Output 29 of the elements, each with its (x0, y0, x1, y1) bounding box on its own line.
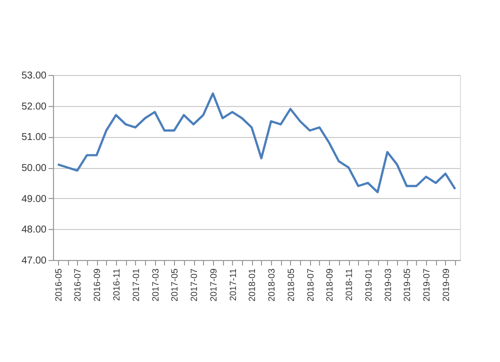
y-tick-label: 51.00 (21, 132, 47, 144)
y-tick-label: 48.00 (21, 224, 47, 236)
x-tick-label: 2018-07 (305, 268, 316, 302)
x-tick-label: 2019-07 (422, 268, 432, 302)
x-tick-label: 2019-01 (363, 268, 374, 302)
x-tick-label: 2017-07 (189, 268, 200, 302)
x-tick-label: 2019-09 (440, 268, 451, 302)
x-tick-label: 2018-05 (286, 268, 296, 302)
x-tick-label: 2019-03 (382, 268, 393, 302)
x-tick-label: 2016-07 (72, 268, 83, 302)
y-tick-label: 53.00 (21, 70, 47, 82)
x-tick-label: 2018-09 (324, 268, 335, 302)
x-tick-label: 2017-05 (170, 268, 180, 302)
line-series (56, 92, 456, 194)
x-tick-label: 2017-03 (150, 268, 160, 302)
x-tick-label: 2017-01 (130, 268, 141, 302)
x-tick-label: 2016-11 (111, 268, 122, 301)
y-tick-label: 47.00 (21, 256, 47, 266)
x-tick-label: 2016-09 (92, 268, 102, 302)
x-tick-label: 2016-05 (53, 268, 64, 302)
x-tick-label: 2017-09 (208, 268, 218, 302)
x-tick-label: 2018-11 (344, 268, 354, 301)
y-tick-label: 52.00 (21, 101, 47, 112)
x-tick-label: 2018-03 (266, 268, 277, 302)
y-tick-label: 50.00 (21, 163, 47, 174)
x-tick-label: 2017-11 (228, 268, 238, 301)
y-tick-label: 49.00 (21, 194, 47, 205)
x-tick-label: 2019-05 (402, 268, 412, 302)
x-tick-label: 2018-01 (247, 268, 258, 302)
